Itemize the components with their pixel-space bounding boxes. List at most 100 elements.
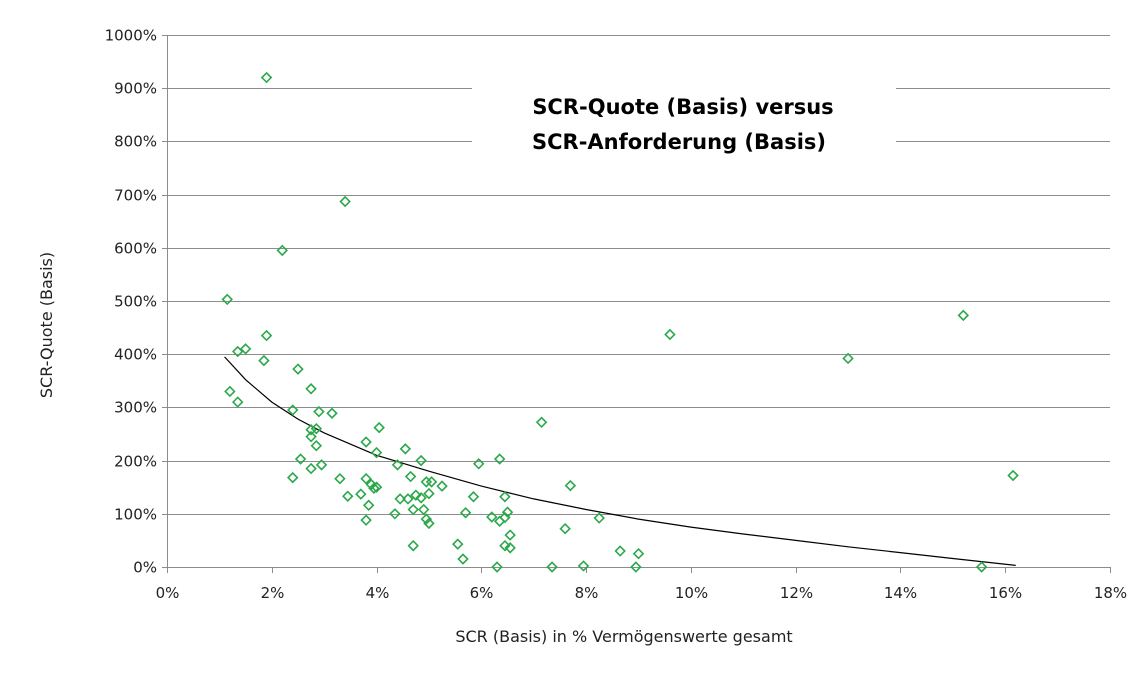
data-point	[404, 470, 417, 483]
data-point	[373, 421, 385, 434]
data-point	[239, 343, 252, 355]
y-tick-label: 800%	[114, 133, 157, 151]
x-tick-label: 0%	[156, 584, 180, 602]
data-point	[415, 492, 427, 504]
x-tick-label: 16%	[989, 584, 1022, 602]
tick-labels: 0% 100% 200% 300% 400% 500% 600% 700% 800% 900% 10…	[105, 27, 1128, 603]
chart-title-line-1: SCR-Quote (Basis) versus	[532, 95, 833, 119]
data-point	[491, 561, 503, 573]
data-point	[975, 561, 988, 573]
x-tick-label: 4%	[366, 584, 390, 602]
y-tick-label: 300%	[114, 399, 157, 417]
data-point	[486, 511, 498, 523]
data-point	[362, 499, 375, 512]
data-point	[407, 539, 419, 552]
x-tick-label: 14%	[884, 584, 917, 602]
data-point	[221, 293, 233, 306]
data-points	[221, 71, 1019, 573]
data-point	[294, 453, 307, 465]
data-point	[410, 489, 422, 501]
trendline	[224, 356, 1016, 566]
data-point	[546, 561, 558, 573]
data-point	[334, 472, 346, 485]
data-point	[389, 508, 401, 520]
data-point	[535, 416, 548, 429]
x-tick-label: 18%	[1094, 584, 1127, 602]
y-tick-label: 200%	[114, 453, 157, 471]
data-point	[577, 560, 590, 572]
axes	[162, 35, 1111, 573]
x-tick-label: 6%	[470, 584, 494, 602]
data-point	[499, 491, 511, 503]
data-point	[499, 511, 511, 524]
data-point	[370, 481, 383, 493]
data-point	[423, 487, 435, 500]
x-tick-label: 2%	[261, 584, 285, 602]
data-point	[501, 506, 514, 518]
data-point	[564, 479, 577, 492]
data-point	[342, 490, 354, 502]
data-point	[355, 488, 367, 500]
data-point	[287, 471, 299, 484]
y-axis-title: SCR-Quote (Basis)	[37, 252, 56, 398]
data-point	[452, 538, 464, 550]
chart-title-line-2: SCR-Anforderung (Basis)	[532, 130, 826, 154]
data-point	[339, 195, 351, 208]
data-point	[472, 458, 485, 470]
chart-title-background	[472, 80, 896, 164]
x-tick-label: 10%	[675, 584, 708, 602]
x-tick-label: 12%	[780, 584, 813, 602]
data-point	[1007, 469, 1019, 482]
data-point	[957, 309, 970, 322]
y-tick-label: 100%	[114, 506, 157, 524]
data-point	[231, 345, 244, 358]
data-point	[467, 491, 480, 503]
data-point	[305, 430, 317, 443]
data-point	[360, 472, 372, 485]
data-point	[260, 329, 273, 342]
data-point	[425, 476, 438, 488]
data-point	[459, 507, 472, 519]
y-tick-label: 700%	[114, 187, 157, 205]
data-point	[310, 439, 323, 452]
data-point	[287, 404, 299, 416]
data-point	[417, 503, 430, 516]
data-point	[457, 553, 469, 565]
data-point	[370, 446, 383, 459]
y-tick-label: 400%	[114, 346, 157, 364]
data-point	[231, 396, 244, 408]
data-point	[276, 244, 288, 257]
data-point	[326, 407, 338, 419]
data-point	[313, 405, 325, 418]
x-axis-title: SCR (Basis) in % Vermögenswerte gesamt	[455, 627, 792, 646]
data-point	[260, 71, 273, 84]
data-point	[436, 480, 448, 492]
data-point	[402, 493, 414, 505]
data-point	[315, 459, 328, 471]
data-point	[224, 385, 236, 398]
trendline-layer	[224, 356, 1016, 566]
data-point	[504, 529, 516, 541]
y-tick-label: 0%	[133, 559, 157, 577]
data-point	[394, 493, 406, 505]
y-tick-label: 500%	[114, 293, 157, 311]
data-point	[305, 424, 317, 436]
data-point	[258, 354, 270, 367]
data-point	[504, 542, 516, 554]
data-point	[420, 513, 433, 525]
data-point	[630, 561, 642, 573]
x-tick-label: 8%	[575, 584, 599, 602]
data-point	[499, 539, 511, 552]
y-tick-label: 900%	[114, 80, 157, 98]
data-point	[360, 436, 372, 448]
data-point	[391, 459, 404, 471]
data-point	[423, 517, 435, 530]
data-point	[368, 482, 380, 494]
data-point	[305, 462, 317, 475]
data-point	[360, 514, 372, 526]
data-point	[415, 454, 427, 467]
data-point	[842, 352, 854, 365]
data-point	[493, 453, 506, 465]
